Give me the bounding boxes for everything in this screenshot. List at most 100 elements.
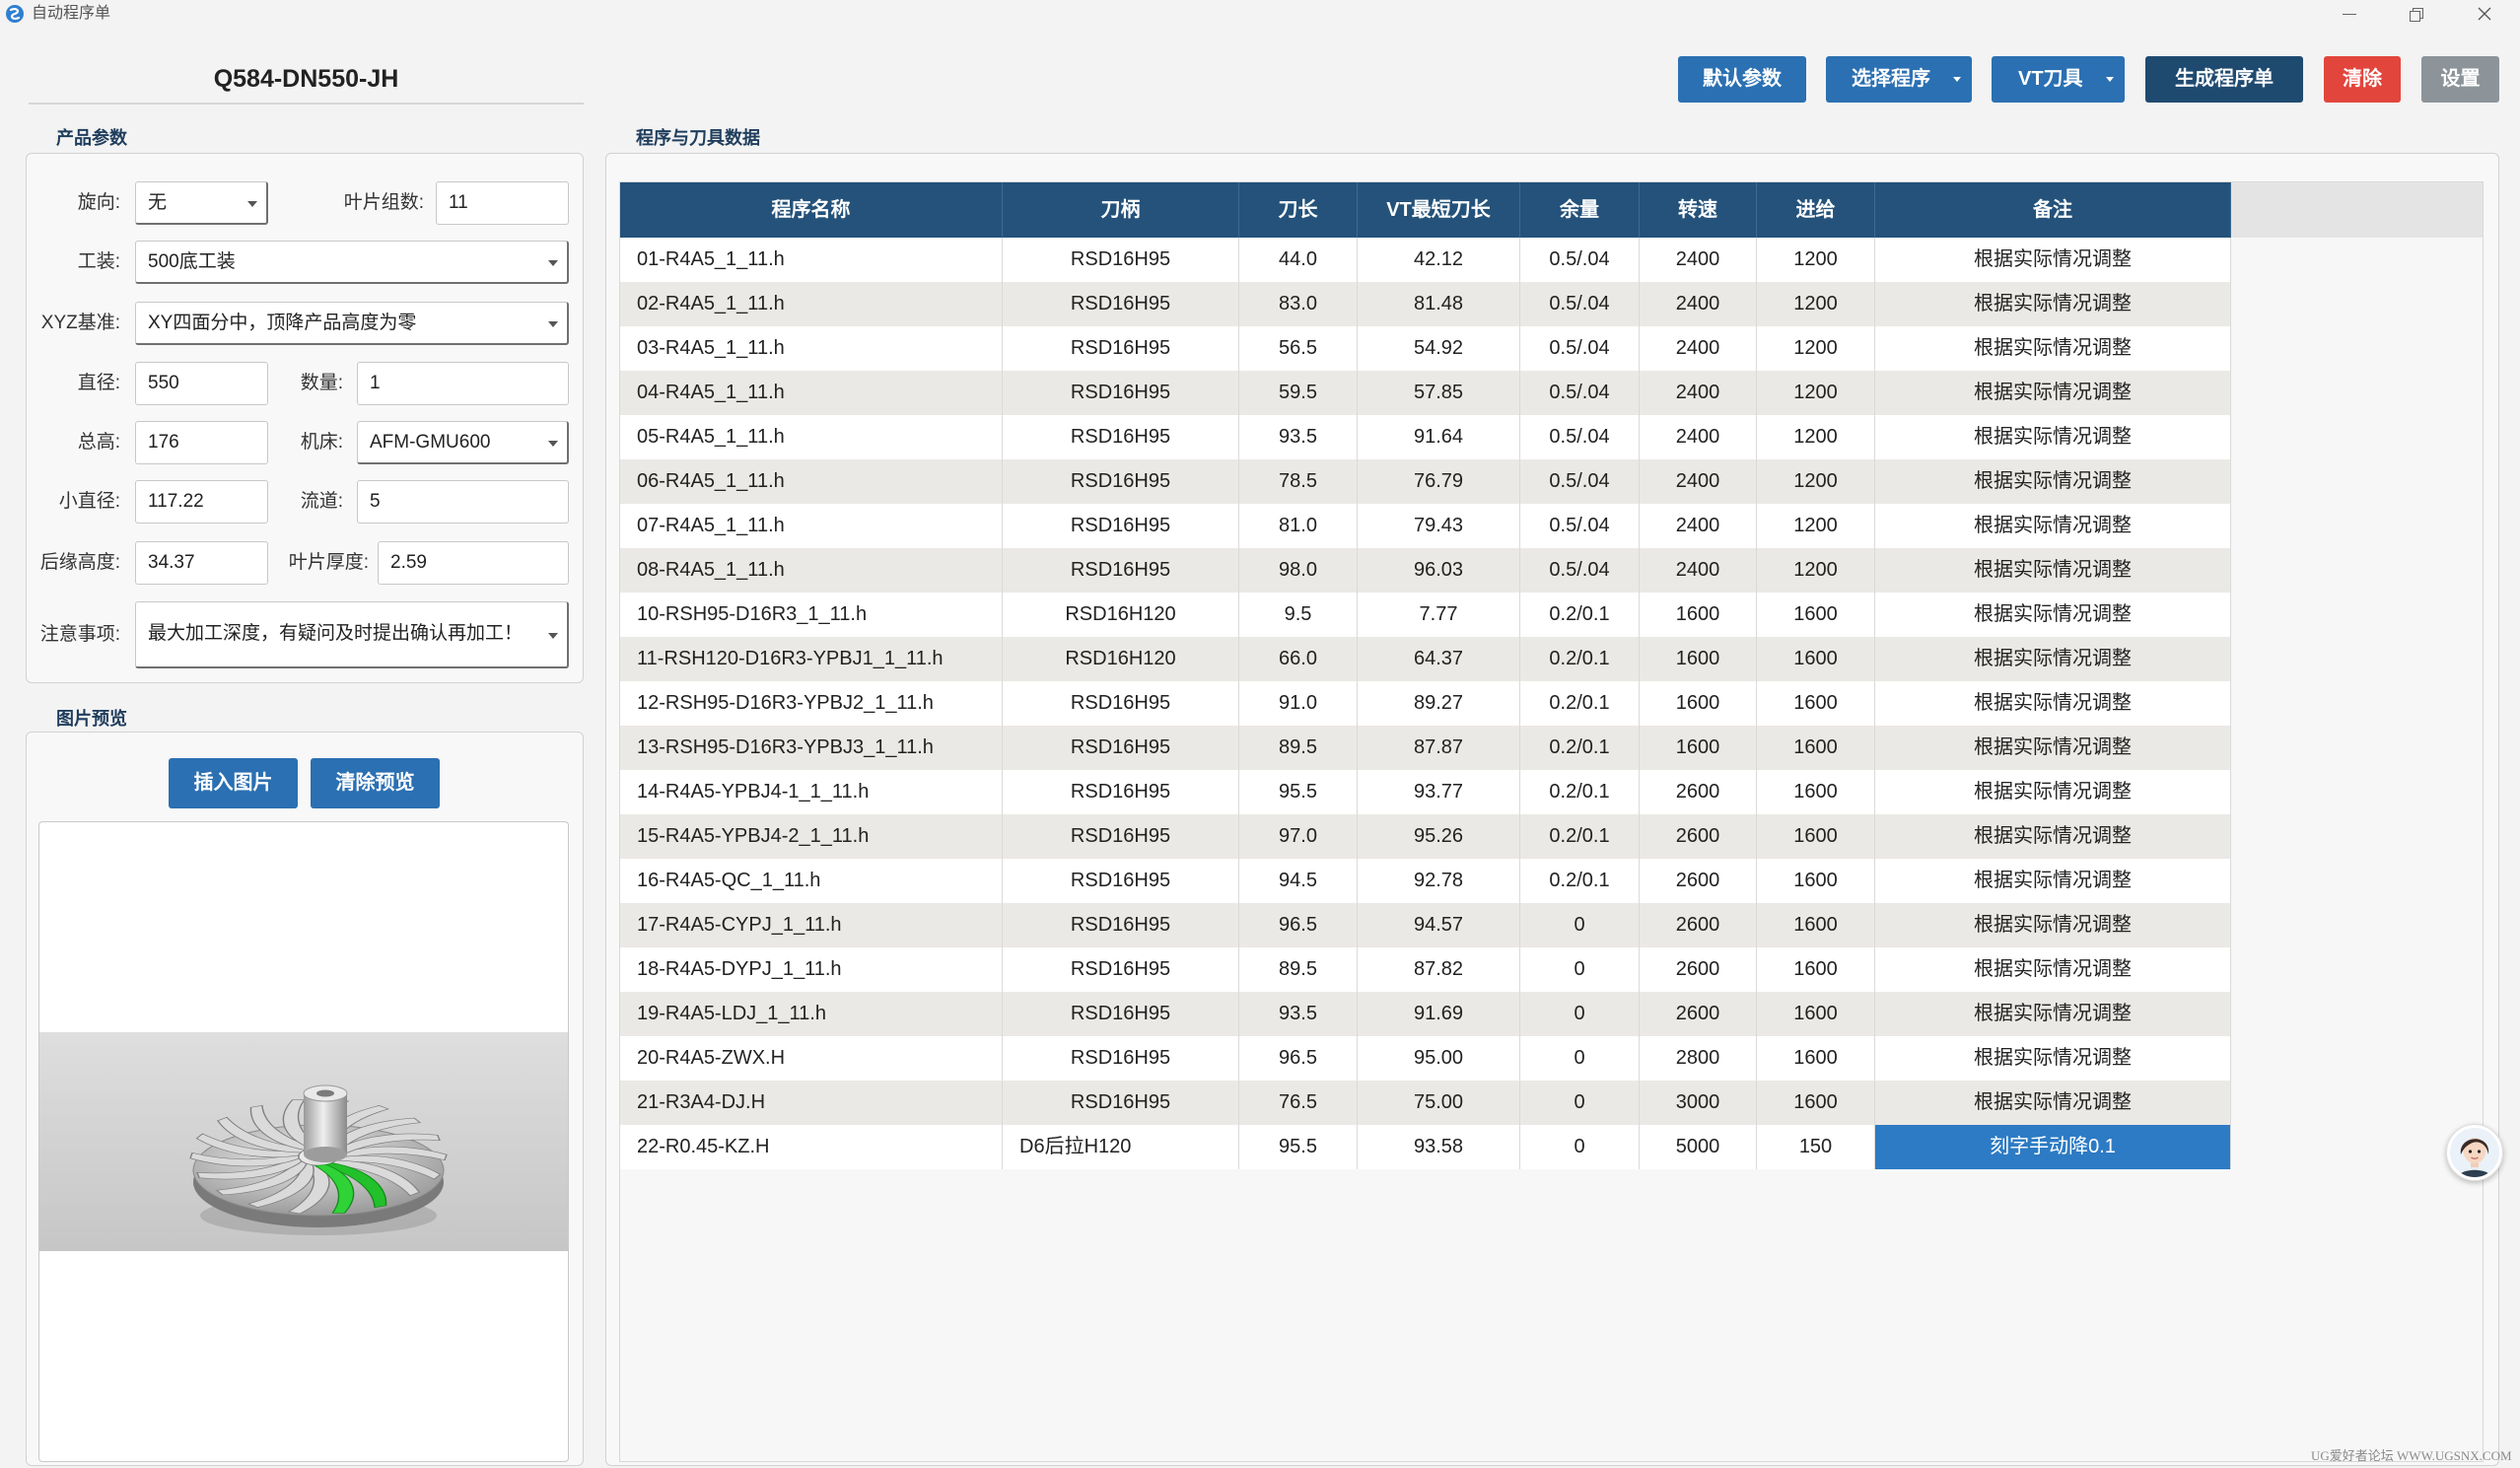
assistant-avatar-icon[interactable] <box>2446 1124 2503 1181</box>
cell-program-name[interactable]: 16-R4A5-QC_1_11.h <box>620 859 1003 903</box>
clear-preview-button[interactable]: 清除预览 <box>311 758 440 808</box>
cell-tool-length[interactable]: 93.5 <box>1239 992 1358 1036</box>
cell-remark[interactable]: 根据实际情况调整 <box>1875 504 2231 548</box>
cell-spindle-speed[interactable]: 2400 <box>1640 548 1757 593</box>
cell-feed-rate[interactable]: 1200 <box>1757 504 1875 548</box>
cell-tool-holder[interactable]: RSD16H95 <box>1003 726 1239 770</box>
table-row[interactable]: 12-RSH95-D16R3-YPBJ2_1_11.h RSD16H95 91.0 8… <box>620 681 2231 726</box>
cell-spindle-speed[interactable]: 2400 <box>1640 459 1757 504</box>
cell-vt-min-tool-length[interactable]: 87.87 <box>1358 726 1520 770</box>
cell-feed-rate[interactable]: 1600 <box>1757 903 1875 947</box>
cell-program-name[interactable]: 11-RSH120-D16R3-YPBJ1_1_11.h <box>620 637 1003 681</box>
cell-stock-allowance[interactable]: 0 <box>1520 903 1640 947</box>
cell-vt-min-tool-length[interactable]: 93.58 <box>1358 1125 1520 1169</box>
cell-program-name[interactable]: 08-R4A5_1_11.h <box>620 548 1003 593</box>
cell-vt-min-tool-length[interactable]: 95.00 <box>1358 1036 1520 1081</box>
cell-stock-allowance[interactable]: 0.2/0.1 <box>1520 770 1640 814</box>
default-params-button[interactable]: 默认参数 <box>1678 56 1806 103</box>
cell-program-name[interactable]: 21-R3A4-DJ.H <box>620 1081 1003 1125</box>
cell-remark[interactable]: 根据实际情况调整 <box>1875 459 2231 504</box>
cell-tool-length[interactable]: 78.5 <box>1239 459 1358 504</box>
cell-feed-rate[interactable]: 1600 <box>1757 859 1875 903</box>
column-header-remark[interactable]: 备注 <box>1875 182 2231 238</box>
cell-tool-holder[interactable]: RSD16H95 <box>1003 326 1239 371</box>
cell-stock-allowance[interactable]: 0.2/0.1 <box>1520 681 1640 726</box>
cell-remark[interactable]: 根据实际情况调整 <box>1875 282 2231 326</box>
cell-feed-rate[interactable]: 1200 <box>1757 326 1875 371</box>
table-row[interactable]: 01-R4A5_1_11.h RSD16H95 44.0 42.12 0.5/.04 24… <box>620 238 2231 282</box>
xyz-datum-select[interactable]: XY四面分中，顶降产品高度为零 <box>135 302 569 345</box>
cell-stock-allowance[interactable]: 0 <box>1520 992 1640 1036</box>
cell-spindle-speed[interactable]: 2400 <box>1640 371 1757 415</box>
cell-spindle-speed[interactable]: 1600 <box>1640 593 1757 637</box>
cell-tool-length[interactable]: 91.0 <box>1239 681 1358 726</box>
cell-remark[interactable]: 根据实际情况调整 <box>1875 593 2231 637</box>
cell-tool-holder[interactable]: RSD16H120 <box>1003 637 1239 681</box>
cell-tool-holder[interactable]: RSD16H95 <box>1003 992 1239 1036</box>
cell-remark[interactable]: 根据实际情况调整 <box>1875 415 2231 459</box>
table-row[interactable]: 19-R4A5-LDJ_1_11.h RSD16H95 93.5 91.69 0 2600… <box>620 992 2231 1036</box>
cell-feed-rate[interactable]: 1600 <box>1757 1081 1875 1125</box>
cell-vt-min-tool-length[interactable]: 76.79 <box>1358 459 1520 504</box>
cell-spindle-speed[interactable]: 2400 <box>1640 282 1757 326</box>
cell-tool-length[interactable]: 59.5 <box>1239 371 1358 415</box>
cell-tool-holder[interactable]: RSD16H95 <box>1003 859 1239 903</box>
cell-remark[interactable]: 根据实际情况调整 <box>1875 947 2231 992</box>
cell-stock-allowance[interactable]: 0.2/0.1 <box>1520 637 1640 681</box>
cell-program-name[interactable]: 02-R4A5_1_11.h <box>620 282 1003 326</box>
cell-stock-allowance[interactable]: 0.5/.04 <box>1520 326 1640 371</box>
cell-vt-min-tool-length[interactable]: 64.37 <box>1358 637 1520 681</box>
cell-stock-allowance[interactable]: 0.5/.04 <box>1520 415 1640 459</box>
cell-feed-rate[interactable]: 1200 <box>1757 371 1875 415</box>
cell-remark[interactable]: 根据实际情况调整 <box>1875 681 2231 726</box>
cell-feed-rate[interactable]: 1200 <box>1757 238 1875 282</box>
cell-vt-min-tool-length[interactable]: 79.43 <box>1358 504 1520 548</box>
cell-remark[interactable]: 根据实际情况调整 <box>1875 770 2231 814</box>
cell-remark[interactable]: 根据实际情况调整 <box>1875 726 2231 770</box>
cell-remark[interactable]: 根据实际情况调整 <box>1875 814 2231 859</box>
cell-spindle-speed[interactable]: 2400 <box>1640 326 1757 371</box>
cell-stock-allowance[interactable]: 0.5/.04 <box>1520 459 1640 504</box>
cell-remark[interactable]: 根据实际情况调整 <box>1875 1036 2231 1081</box>
chevron-down-icon[interactable] <box>548 259 558 266</box>
cell-spindle-speed[interactable]: 2600 <box>1640 770 1757 814</box>
flow-channels-input[interactable] <box>357 480 569 524</box>
cell-tool-length[interactable]: 89.5 <box>1239 726 1358 770</box>
cell-tool-holder[interactable]: RSD16H95 <box>1003 1081 1239 1125</box>
diameter-input[interactable] <box>135 362 268 405</box>
cell-tool-holder[interactable]: RSD16H120 <box>1003 593 1239 637</box>
select-program-button[interactable]: 选择程序 <box>1826 56 1972 103</box>
cell-vt-min-tool-length[interactable]: 92.78 <box>1358 859 1520 903</box>
cell-feed-rate[interactable]: 1600 <box>1757 947 1875 992</box>
cell-vt-min-tool-length[interactable]: 91.64 <box>1358 415 1520 459</box>
column-header-spindle-speed[interactable]: 转速 <box>1640 182 1757 238</box>
cell-spindle-speed[interactable]: 2600 <box>1640 814 1757 859</box>
close-button[interactable] <box>2456 0 2513 28</box>
total-height-input[interactable] <box>135 421 268 464</box>
cell-remark[interactable]: 根据实际情况调整 <box>1875 903 2231 947</box>
cell-vt-min-tool-length[interactable]: 96.03 <box>1358 548 1520 593</box>
cell-feed-rate[interactable]: 1600 <box>1757 681 1875 726</box>
cell-tool-holder[interactable]: RSD16H95 <box>1003 903 1239 947</box>
cell-tool-length[interactable]: 95.5 <box>1239 1125 1358 1169</box>
cell-tool-holder[interactable]: RSD16H95 <box>1003 415 1239 459</box>
cell-tool-holder[interactable]: RSD16H95 <box>1003 681 1239 726</box>
cell-program-name[interactable]: 06-R4A5_1_11.h <box>620 459 1003 504</box>
cell-remark[interactable]: 根据实际情况调整 <box>1875 637 2231 681</box>
table-row[interactable]: 08-R4A5_1_11.h RSD16H95 98.0 96.03 0.5/.04 24… <box>620 548 2231 593</box>
cell-remark[interactable]: 根据实际情况调整 <box>1875 992 2231 1036</box>
blade-groups-input[interactable] <box>436 181 569 225</box>
cell-vt-min-tool-length[interactable]: 91.69 <box>1358 992 1520 1036</box>
generate-program-sheet-button[interactable]: 生成程序单 <box>2145 56 2303 103</box>
chevron-down-icon[interactable] <box>1953 77 1961 82</box>
cell-remark[interactable]: 根据实际情况调整 <box>1875 326 2231 371</box>
cell-program-name[interactable]: 10-RSH95-D16R3_1_11.h <box>620 593 1003 637</box>
cell-stock-allowance[interactable]: 0 <box>1520 947 1640 992</box>
cell-remark[interactable]: 根据实际情况调整 <box>1875 548 2231 593</box>
cell-spindle-speed[interactable]: 5000 <box>1640 1125 1757 1169</box>
table-row[interactable]: 21-R3A4-DJ.H RSD16H95 76.5 75.00 0 3000 1600 根据… <box>620 1081 2231 1125</box>
cell-vt-min-tool-length[interactable]: 81.48 <box>1358 282 1520 326</box>
table-row[interactable]: 07-R4A5_1_11.h RSD16H95 81.0 79.43 0.5/.04 24… <box>620 504 2231 548</box>
cell-vt-min-tool-length[interactable]: 93.77 <box>1358 770 1520 814</box>
quantity-input[interactable] <box>357 362 569 405</box>
